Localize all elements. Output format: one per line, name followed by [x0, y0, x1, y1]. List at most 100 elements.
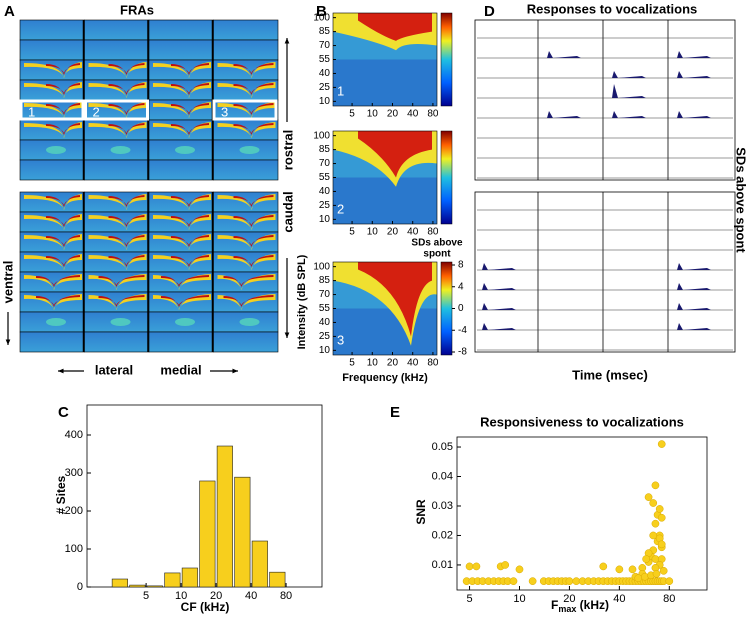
- arrow-head: [5, 339, 11, 345]
- bar: [216, 445, 233, 588]
- fra-core: [36, 295, 80, 307]
- scatter-point: [657, 440, 666, 448]
- scatter-point: [651, 481, 660, 490]
- orientation-label: rostral: [280, 130, 295, 170]
- x-tick-label: 40: [407, 358, 419, 369]
- fra-weak: [239, 318, 260, 326]
- fra-tile: [84, 211, 150, 233]
- highlight-box: [212, 99, 278, 121]
- fra-tile: [19, 251, 85, 273]
- x-tick-label: 20: [387, 109, 399, 120]
- fra-weak: [110, 146, 131, 154]
- fra-tile: [19, 159, 85, 181]
- colorbar: [440, 12, 453, 107]
- fra-response: [153, 214, 211, 230]
- response-peak: [677, 283, 711, 290]
- fra-core: [46, 103, 80, 115]
- scatter-point: [509, 577, 518, 586]
- fra-tile: [148, 331, 214, 353]
- fra-weak: [175, 318, 195, 326]
- fra-response: [153, 254, 211, 270]
- orientation-label: lateral: [95, 362, 133, 377]
- fra-core: [46, 255, 80, 267]
- x-tick-label: 5: [466, 593, 472, 605]
- fra-core: [161, 275, 209, 287]
- y-axis-label: SNR: [414, 499, 428, 525]
- fra-tile: [84, 79, 150, 101]
- scatter-point: [472, 562, 481, 571]
- fra-tile: [19, 39, 85, 61]
- x-tick-label: 20: [210, 590, 222, 602]
- scatter-point: [659, 566, 668, 575]
- y-tick-label: 70: [319, 289, 331, 300]
- fra-core: [233, 83, 274, 95]
- fra-core: [171, 195, 209, 207]
- fra-tile: [213, 159, 279, 181]
- scatter-point: [644, 493, 653, 501]
- x-axis-label: CF (kHz): [181, 600, 230, 614]
- response-peak: [677, 71, 711, 78]
- trace-frame: [474, 19, 736, 181]
- fra-tile: [213, 331, 279, 353]
- x-axis-label: Fmax (kHz): [551, 598, 609, 614]
- x-tick-label: 10: [367, 358, 379, 369]
- y-tick-label: 0.05: [432, 441, 453, 453]
- fra-response: [24, 62, 82, 78]
- fra-tile: [84, 231, 150, 253]
- y-axis-label: # Sites: [54, 475, 68, 514]
- response-peak: [547, 51, 581, 58]
- highlight-box: [84, 99, 149, 121]
- scatter-point: [515, 565, 524, 574]
- response-peak: [612, 111, 646, 118]
- inset-label: 3: [221, 104, 228, 119]
- fra-weak: [239, 146, 260, 154]
- response-peak: [547, 111, 581, 118]
- y-axis-label: Intensity (dB SPL): [296, 254, 308, 349]
- y-tick-label: 70: [319, 158, 331, 169]
- fra-response: [153, 194, 211, 210]
- scatter-point: [628, 565, 637, 574]
- fra-response: [153, 234, 211, 250]
- fra-response: [88, 254, 147, 270]
- y-axis-label: SDs above spont: [734, 147, 747, 253]
- fra-core: [171, 215, 209, 227]
- fra-core: [233, 255, 274, 267]
- fra-core: [46, 123, 80, 135]
- x-tick-label: 80: [663, 593, 675, 605]
- fra-core: [171, 103, 209, 115]
- y-tick-label: 40: [319, 186, 331, 197]
- y-tick-label: 0: [77, 581, 83, 593]
- fra-core: [161, 295, 209, 307]
- panel-letter: E: [390, 404, 400, 421]
- fra-core: [223, 275, 274, 287]
- fra-core: [46, 63, 80, 75]
- panel-title: Responsiveness to vocalizations: [480, 414, 684, 429]
- y-tick-label: 300: [65, 467, 83, 479]
- fra-core: [233, 195, 274, 207]
- fra-core: [171, 255, 209, 267]
- y-tick-label: 85: [319, 144, 331, 155]
- plot-frame: [456, 436, 708, 591]
- fra-core: [108, 83, 145, 95]
- y-tick-label: 55: [319, 172, 331, 183]
- fra-core: [46, 235, 80, 247]
- heatmap-core: [358, 131, 432, 178]
- y-tick-label: 10: [319, 345, 331, 356]
- panel-letter: A: [4, 3, 15, 20]
- fra-core: [171, 83, 209, 95]
- y-tick-label: 400: [65, 429, 83, 441]
- bar: [199, 480, 216, 588]
- fra-core: [108, 235, 145, 247]
- fra-core: [36, 275, 80, 287]
- scatter-point: [565, 577, 574, 586]
- x-axis-label: Time (msec): [572, 367, 648, 382]
- inset-label: 2: [337, 201, 344, 216]
- bar: [129, 584, 146, 588]
- inset-label: 1: [337, 83, 344, 98]
- fra-tile: [148, 19, 214, 41]
- x-tick-label: 10: [513, 593, 525, 605]
- fra-core: [108, 103, 145, 115]
- fra-core: [98, 295, 145, 307]
- y-tick-label: 40: [319, 68, 331, 79]
